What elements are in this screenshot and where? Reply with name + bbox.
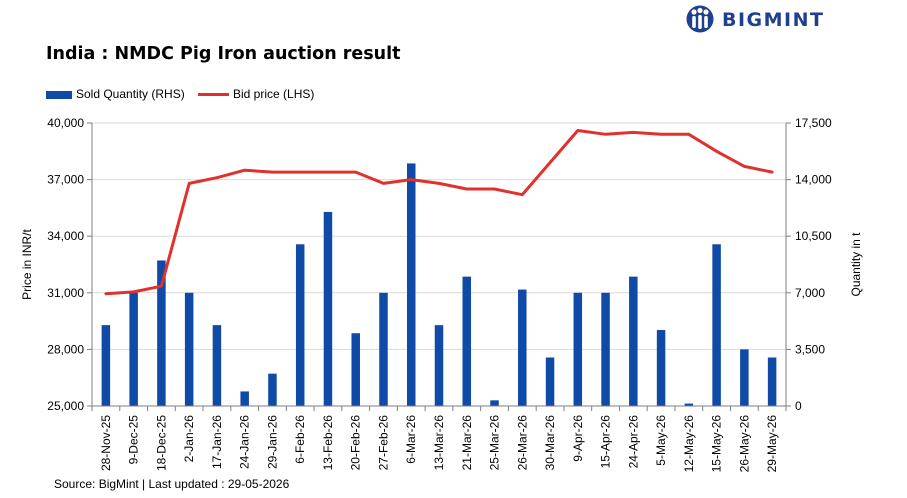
source-note: Source: BigMint | Last updated : 29-05-2… <box>54 477 290 491</box>
bar-sold-quantity <box>240 391 249 406</box>
bar-sold-quantity <box>184 292 194 406</box>
bar-sold-quantity <box>656 329 666 406</box>
brand-name: BIGMINT <box>722 9 825 31</box>
bar-sold-quantity <box>129 292 138 406</box>
y-tick-label-right: 14,000 <box>795 173 832 187</box>
y-tick-label-right: 17,500 <box>795 116 832 130</box>
x-tick-label: 29-May-26 <box>765 415 779 473</box>
x-tick-label: 17-Jan-26 <box>210 415 224 469</box>
y-tick-label-left: 37,000 <box>47 173 84 187</box>
y-axis-title-right: Quantity in t <box>849 232 863 297</box>
bar-sold-quantity <box>629 276 638 406</box>
x-tick-label: 29-Jan-26 <box>265 415 279 469</box>
bar-sold-quantity <box>740 349 749 406</box>
bar-sold-quantity <box>462 276 472 406</box>
x-tick-label: 6-Mar-26 <box>404 415 418 464</box>
x-tick-label: 9-Apr-26 <box>571 415 585 462</box>
legend-bar-swatch <box>46 91 72 99</box>
bar-sold-quantity <box>295 244 305 406</box>
bar-sold-quantity <box>601 292 610 406</box>
legend-label-sold-quantity: Sold Quantity (RHS) <box>76 87 185 101</box>
x-tick-label: 12-May-26 <box>682 415 696 473</box>
bar-sold-quantity <box>573 292 583 406</box>
bar-sold-quantity <box>323 211 333 406</box>
brand-mark-icon <box>686 5 714 33</box>
x-tick-label: 30-Mar-26 <box>543 415 557 471</box>
x-tick-label: 26-Mar-26 <box>515 415 529 471</box>
bar-sold-quantity <box>490 400 499 406</box>
bar-sold-quantity <box>406 163 416 406</box>
bar-sold-quantity <box>684 403 694 406</box>
x-tick-label: 5-May-26 <box>654 415 668 466</box>
x-tick-label: 15-Apr-26 <box>599 415 613 469</box>
y-tick-label-left: 31,000 <box>47 286 84 300</box>
x-tick-label: 15-May-26 <box>710 415 724 473</box>
bar-sold-quantity <box>268 373 277 406</box>
y-tick-label-left: 28,000 <box>47 342 84 356</box>
y-tick-label-right: 10,500 <box>795 229 832 243</box>
legend-label-bid-price: Bid price (LHS) <box>233 87 315 101</box>
y-tick-label-right: 0 <box>795 399 802 413</box>
y-axis-title-left: Price in INR/t <box>20 228 34 299</box>
line-bid-price <box>104 129 774 296</box>
x-tick-label: 26-May-26 <box>737 415 751 473</box>
x-tick-label: 13-Feb-26 <box>321 415 335 471</box>
y-tick-label-right: 7,000 <box>795 286 825 300</box>
legend-line-swatch <box>198 93 229 96</box>
bar-sold-quantity <box>434 325 444 406</box>
bar-sold-quantity <box>712 244 721 406</box>
x-tick-label: 9-Dec-25 <box>127 415 141 465</box>
x-tick-label: 2-Jan-26 <box>182 415 196 463</box>
bar-sold-quantity <box>379 292 388 406</box>
y-tick-label-right: 3,500 <box>795 342 825 356</box>
bar-sold-quantity <box>157 260 166 406</box>
x-tick-label: 18-Dec-25 <box>154 415 168 471</box>
bar-sold-quantity <box>101 325 111 406</box>
x-tick-label: 27-Feb-26 <box>376 415 390 471</box>
bigmint-logo: BIGMINT <box>684 4 854 36</box>
y-tick-label-left: 34,000 <box>47 229 84 243</box>
x-tick-label: 20-Feb-26 <box>349 415 363 471</box>
x-tick-label: 21-Mar-26 <box>460 415 474 471</box>
bar-sold-quantity <box>518 289 527 406</box>
x-tick-label: 28-Nov-25 <box>99 415 113 471</box>
y-tick-label-left: 25,000 <box>47 399 84 413</box>
bar-sold-quantity <box>212 325 222 406</box>
x-tick-label: 6-Feb-26 <box>293 415 307 464</box>
bar-sold-quantity <box>351 333 360 406</box>
bar-sold-quantity <box>767 357 777 406</box>
x-tick-label: 24-Jan-26 <box>238 415 252 469</box>
x-tick-label: 24-Apr-26 <box>626 415 640 469</box>
x-tick-label: 13-Mar-26 <box>432 415 446 471</box>
y-tick-label-left: 40,000 <box>47 116 84 130</box>
chart-title: India : NMDC Pig Iron auction result <box>46 44 401 64</box>
x-tick-label: 25-Mar-26 <box>488 415 502 471</box>
bar-sold-quantity <box>545 357 555 406</box>
